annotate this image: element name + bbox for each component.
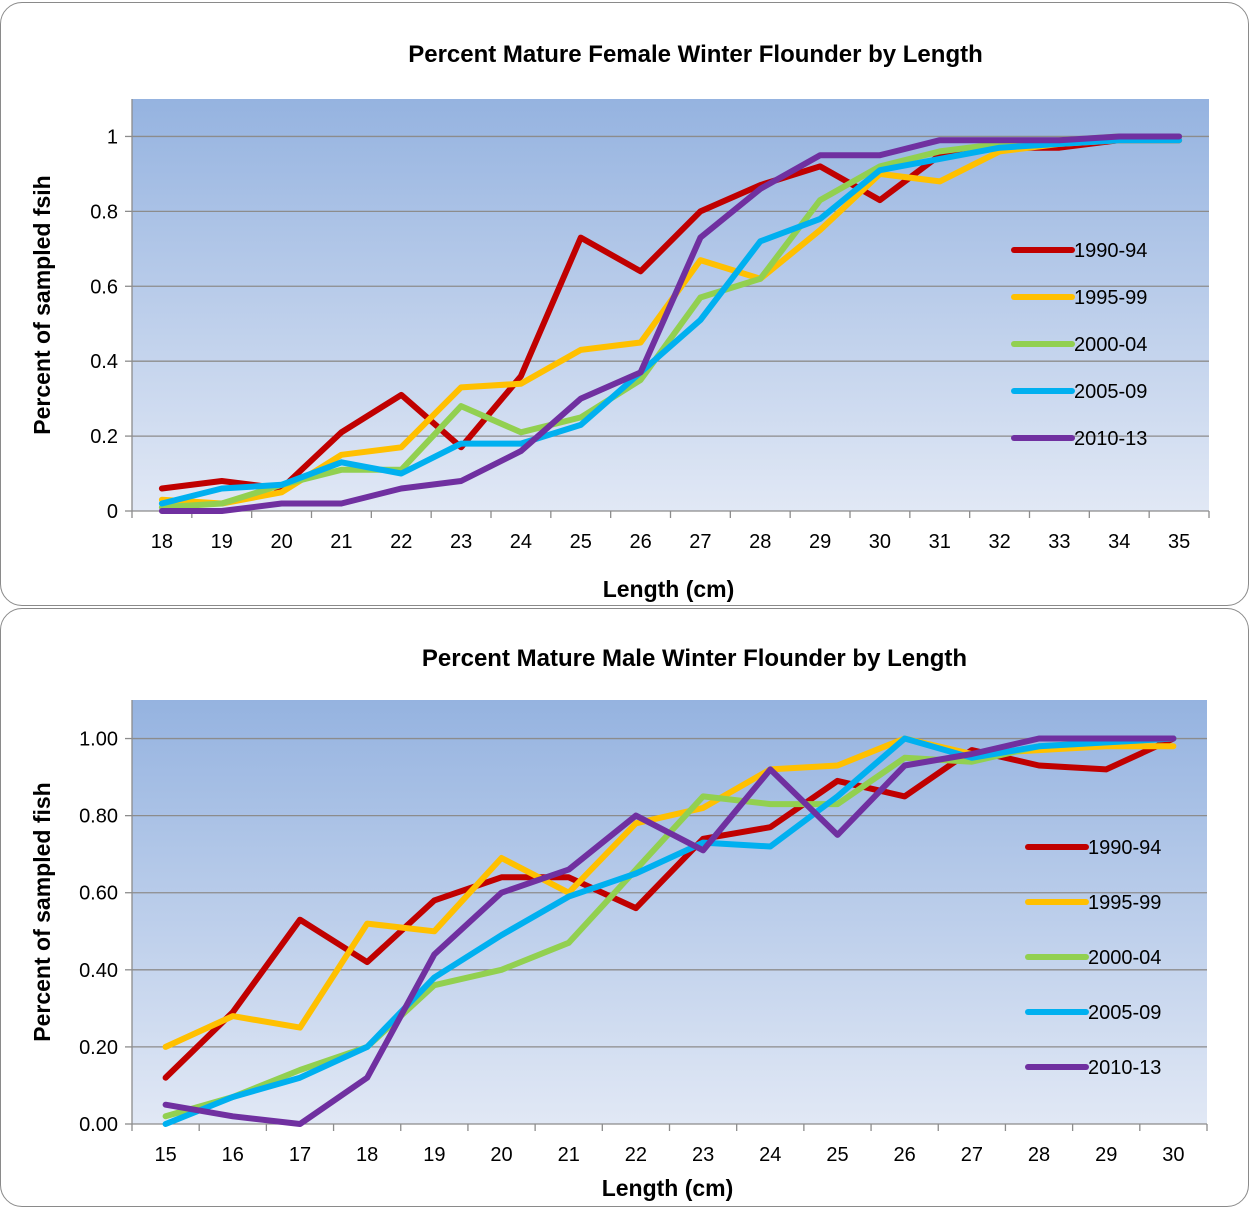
series-line-2010-13 [162,735,1177,1127]
legend-label: 1995-99 [1074,287,1147,309]
legend-label: 2005-09 [1074,381,1147,403]
x-tick-label: 28 [749,531,771,553]
legend-label: 2000-04 [1088,947,1161,969]
y-tick-label: 1 [107,126,118,148]
y-tick-label: 0.8 [90,201,118,223]
x-tick-label: 28 [1028,1144,1050,1166]
legend-label: 2010-13 [1074,428,1147,450]
x-tick-label: 20 [490,1144,512,1166]
x-axis-label: Length (cm) [602,1175,734,1201]
x-tick-label: 18 [356,1144,378,1166]
x-tick-label: 15 [154,1144,176,1166]
x-tick-label: 26 [894,1144,916,1166]
y-tick-label: 0.20 [79,1037,118,1059]
x-tick-label: 27 [961,1144,983,1166]
series-line-2005-09 [158,137,1183,507]
x-tick-label: 25 [826,1144,848,1166]
x-tick-label: 17 [289,1144,311,1166]
x-tick-label: 26 [629,531,651,553]
y-tick-label: 0.40 [79,960,118,982]
y-axis-label: Percent of sampled fsih [29,175,55,434]
x-tick-label: 29 [1095,1144,1117,1166]
male-chart-panel: 0.00 0.20 0.40 0.60 0.80 1.00 15 16 17 18 19 20 21 22… [0,608,1249,1207]
x-tick-label: 19 [423,1144,445,1166]
series-line-2005-09 [162,735,1177,1127]
female-chart-panel: 0 0.2 0.4 0.6 0.8 1 18 19 20 21 22 23 24 25 26 27 28 29 30… [0,2,1249,606]
legend-label: 2010-13 [1088,1057,1161,1079]
y-tick-label: 0.6 [90,276,118,298]
x-tick-label: 29 [809,531,831,553]
x-tick-label: 24 [510,531,532,553]
y-axis-label: Percent of sampled fish [29,782,55,1041]
x-tick-label: 31 [929,531,951,553]
x-tick-label: 23 [450,531,472,553]
x-tick-label: 30 [869,531,891,553]
legend-label: 2000-04 [1074,334,1147,356]
x-tick-label: 33 [1048,531,1070,553]
x-tick-label: 22 [625,1144,647,1166]
x-tick-label: 35 [1168,531,1190,553]
y-tick-label: 0.2 [90,426,118,448]
y-tick-label: 1.00 [79,729,118,751]
x-axis-label: Length (cm) [603,576,735,602]
series-line-2000-04 [158,133,1183,511]
legend-label: 1995-99 [1088,892,1161,914]
x-tick-label: 32 [988,531,1010,553]
x-tick-label: 24 [759,1144,781,1166]
legend-label: 1990-94 [1088,837,1161,859]
x-tick-label: 27 [689,531,711,553]
y-tick-label: 0.80 [79,806,118,828]
x-tick-label: 16 [222,1144,244,1166]
x-tick-label: 23 [692,1144,714,1166]
legend-label: 1990-94 [1074,240,1147,262]
male-maturity-chart: 0.00 0.20 0.40 0.60 0.80 1.00 15 16 17 18 19 20 21 22… [29,645,1208,1201]
chart-title: Percent Mature Female Winter Flounder by… [408,41,983,68]
y-tick-label: 0.4 [90,351,118,373]
x-tick-label: 34 [1108,531,1130,553]
x-tick-label: 30 [1162,1144,1184,1166]
x-tick-label: 21 [330,531,352,553]
plot-area [132,700,1207,1124]
legend-label: 2005-09 [1088,1002,1161,1024]
series-line-1990-94 [162,735,1177,1081]
x-tick-label: 22 [390,531,412,553]
female-maturity-chart: 0 0.2 0.4 0.6 0.8 1 18 19 20 21 22 23 24 25 26 27 28 29 30… [29,41,1210,602]
chart-title: Percent Mature Male Winter Flounder by L… [422,645,967,672]
x-tick-label: 18 [151,531,173,553]
y-tick-label: 0.00 [79,1114,118,1136]
y-tick-label: 0 [107,501,118,523]
x-tick-label: 25 [570,531,592,553]
x-tick-label: 20 [270,531,292,553]
x-tick-label: 21 [558,1144,580,1166]
x-tick-label: 19 [211,531,233,553]
y-tick-label: 0.60 [79,883,118,905]
series-line-2010-13 [158,133,1183,514]
